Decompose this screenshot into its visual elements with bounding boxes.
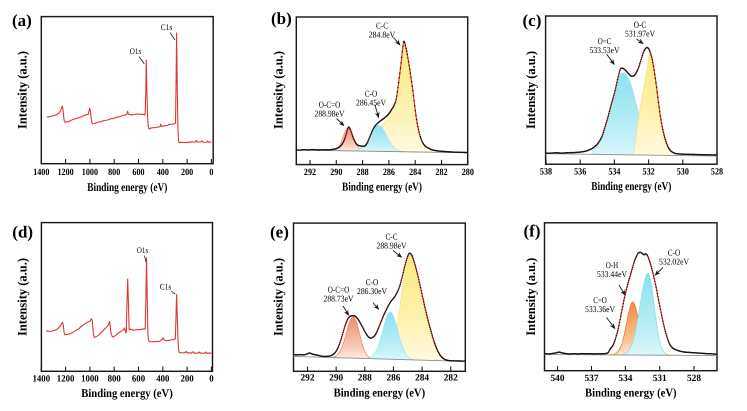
svg-text:400: 400 xyxy=(157,167,169,178)
svg-text:531.97eV: 531.97eV xyxy=(625,28,656,38)
svg-text:288: 288 xyxy=(358,373,372,384)
svg-text:400: 400 xyxy=(156,374,169,385)
svg-text:292: 292 xyxy=(304,167,316,178)
svg-text:O=C: O=C xyxy=(598,36,612,46)
svg-text:C1s: C1s xyxy=(161,22,173,32)
svg-text:C-O: C-O xyxy=(365,89,378,99)
svg-text:(a): (a) xyxy=(12,11,32,30)
svg-text:1400: 1400 xyxy=(33,374,51,385)
svg-text:600: 600 xyxy=(132,167,144,178)
svg-text:Binding energy (eV): Binding energy (eV) xyxy=(342,179,422,193)
svg-text:Intensity (a.u.): Intensity (a.u.) xyxy=(271,51,286,129)
svg-text:286.30eV: 286.30eV xyxy=(357,286,388,296)
svg-text:284: 284 xyxy=(415,373,429,384)
svg-text:Binding energy (eV): Binding energy (eV) xyxy=(87,180,167,194)
svg-text:600: 600 xyxy=(132,374,145,385)
svg-text:290: 290 xyxy=(330,167,342,178)
svg-text:Intensity (a.u.): Intensity (a.u.) xyxy=(271,258,286,336)
svg-text:Binding energy (eV): Binding energy (eV) xyxy=(585,385,677,399)
svg-text:528: 528 xyxy=(687,373,701,384)
svg-text:1400: 1400 xyxy=(33,167,49,178)
svg-text:286.45eV: 286.45eV xyxy=(356,97,387,107)
svg-text:Intensity (a.u.): Intensity (a.u.) xyxy=(15,258,30,336)
svg-text:286: 286 xyxy=(386,373,400,384)
svg-text:Intensity (a.u.): Intensity (a.u.) xyxy=(15,51,30,129)
svg-text:292: 292 xyxy=(301,373,315,384)
svg-text:536: 536 xyxy=(574,166,586,177)
svg-text:528: 528 xyxy=(711,166,723,177)
svg-text:286: 286 xyxy=(383,167,395,178)
svg-text:Binding energy (eV): Binding energy (eV) xyxy=(591,179,671,193)
svg-text:282: 282 xyxy=(435,167,447,178)
svg-text:288.98eV: 288.98eV xyxy=(315,108,346,118)
svg-text:O-C=O: O-C=O xyxy=(328,285,350,295)
svg-text:Intensity (a.u.): Intensity (a.u.) xyxy=(523,51,538,129)
svg-text:0: 0 xyxy=(209,167,213,178)
svg-text:O1s: O1s xyxy=(130,46,142,56)
svg-text:C-O: C-O xyxy=(366,277,379,287)
svg-text:284.8eV: 284.8eV xyxy=(369,29,396,39)
svg-text:O1s: O1s xyxy=(137,245,149,255)
svg-text:533.44eV: 533.44eV xyxy=(597,269,628,279)
svg-text:532.02eV: 532.02eV xyxy=(659,256,690,266)
svg-text:540: 540 xyxy=(551,373,565,384)
svg-text:0: 0 xyxy=(209,374,214,385)
svg-text:282: 282 xyxy=(444,373,458,384)
svg-text:200: 200 xyxy=(181,374,194,385)
svg-text:533.36eV: 533.36eV xyxy=(585,304,616,314)
svg-text:C1s: C1s xyxy=(160,282,172,292)
svg-text:533.53eV: 533.53eV xyxy=(590,45,621,55)
svg-text:C=O: C=O xyxy=(593,295,607,305)
svg-text:537: 537 xyxy=(585,373,599,384)
svg-text:(c): (c) xyxy=(523,11,542,30)
svg-text:531: 531 xyxy=(653,373,667,384)
svg-text:288.73eV: 288.73eV xyxy=(324,293,355,303)
svg-text:C-C: C-C xyxy=(386,232,398,242)
svg-text:1200: 1200 xyxy=(57,374,75,385)
svg-text:Intensity (a.u.): Intensity (a.u.) xyxy=(523,258,538,336)
svg-text:O-C=O: O-C=O xyxy=(319,100,341,110)
svg-text:1000: 1000 xyxy=(82,167,98,178)
svg-text:1200: 1200 xyxy=(58,167,74,178)
svg-text:288: 288 xyxy=(357,167,369,178)
svg-text:(d): (d) xyxy=(12,223,33,242)
svg-text:538: 538 xyxy=(540,166,552,177)
svg-text:1000: 1000 xyxy=(81,374,99,385)
svg-text:530: 530 xyxy=(677,166,689,177)
svg-text:800: 800 xyxy=(108,167,120,178)
svg-text:O-H: O-H xyxy=(606,260,619,270)
svg-text:288.98eV: 288.98eV xyxy=(377,240,408,250)
svg-text:O-C: O-C xyxy=(634,20,647,30)
svg-text:Binding energy (eV): Binding energy (eV) xyxy=(334,385,426,399)
svg-text:280: 280 xyxy=(462,167,474,178)
svg-text:C-C: C-C xyxy=(376,21,388,31)
svg-text:C-O: C-O xyxy=(668,248,681,258)
svg-text:(f): (f) xyxy=(524,222,541,241)
svg-text:(e): (e) xyxy=(270,223,289,242)
svg-text:Binding energy (eV): Binding energy (eV) xyxy=(81,386,173,400)
svg-text:534: 534 xyxy=(608,166,620,177)
svg-text:284: 284 xyxy=(409,167,421,178)
svg-text:(b): (b) xyxy=(271,9,292,28)
svg-text:800: 800 xyxy=(108,374,121,385)
svg-text:290: 290 xyxy=(329,373,343,384)
svg-text:532: 532 xyxy=(643,166,655,177)
svg-text:200: 200 xyxy=(181,167,193,178)
svg-text:534: 534 xyxy=(618,373,632,384)
